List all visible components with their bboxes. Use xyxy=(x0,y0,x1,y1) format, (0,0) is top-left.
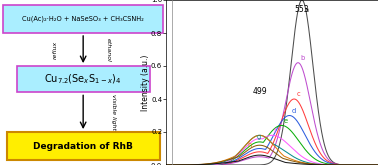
FancyBboxPatch shape xyxy=(3,5,163,33)
Text: 553: 553 xyxy=(294,5,309,14)
Text: b: b xyxy=(301,55,305,61)
Text: Degradation of RhB: Degradation of RhB xyxy=(33,142,133,150)
Text: h: h xyxy=(248,142,252,148)
Text: e: e xyxy=(284,118,288,124)
Text: a: a xyxy=(305,7,309,13)
FancyBboxPatch shape xyxy=(17,66,150,92)
FancyBboxPatch shape xyxy=(7,132,160,160)
Text: reflux: reflux xyxy=(53,41,57,59)
Text: 499: 499 xyxy=(253,87,267,96)
Text: c: c xyxy=(296,91,300,97)
Text: visible light: visible light xyxy=(111,94,116,130)
Text: f: f xyxy=(274,128,276,134)
Text: Cu(Ac)₂·H₂O + NaSeSO₃ + CH₃CSNH₂: Cu(Ac)₂·H₂O + NaSeSO₃ + CH₃CSNH₂ xyxy=(22,16,144,22)
Y-axis label: Intensity (a.u.): Intensity (a.u.) xyxy=(141,54,150,111)
Text: ethanol: ethanol xyxy=(105,38,111,62)
Text: g: g xyxy=(257,134,261,140)
Text: d: d xyxy=(292,108,296,114)
Text: Cu$_{7.2}$(Se$_x$S$_{1-x}$)$_4$: Cu$_{7.2}$(Se$_x$S$_{1-x}$)$_4$ xyxy=(44,72,122,86)
